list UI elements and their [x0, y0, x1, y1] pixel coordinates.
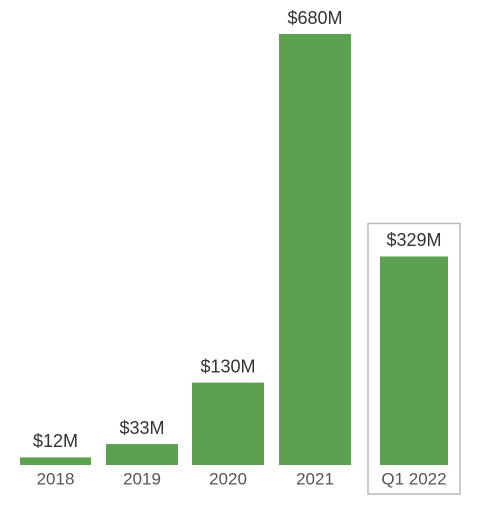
x-tick-label: 2018: [37, 469, 75, 488]
bar: [192, 382, 264, 465]
value-label: $680M: [287, 8, 342, 28]
x-tick-label: 2020: [209, 469, 247, 488]
x-tick-label: 2019: [123, 469, 161, 488]
x-tick-label: Q1 2022: [381, 469, 446, 488]
bar: [279, 34, 351, 465]
bar: [20, 457, 91, 465]
bar: [380, 256, 448, 465]
highlight-frame: [367, 222, 461, 495]
x-tick-label: 2021: [296, 469, 334, 488]
value-label: $329M: [386, 230, 441, 250]
value-label: $12M: [33, 431, 78, 451]
value-label: $130M: [200, 356, 255, 376]
bar: [106, 444, 178, 465]
value-label: $33M: [119, 418, 164, 438]
